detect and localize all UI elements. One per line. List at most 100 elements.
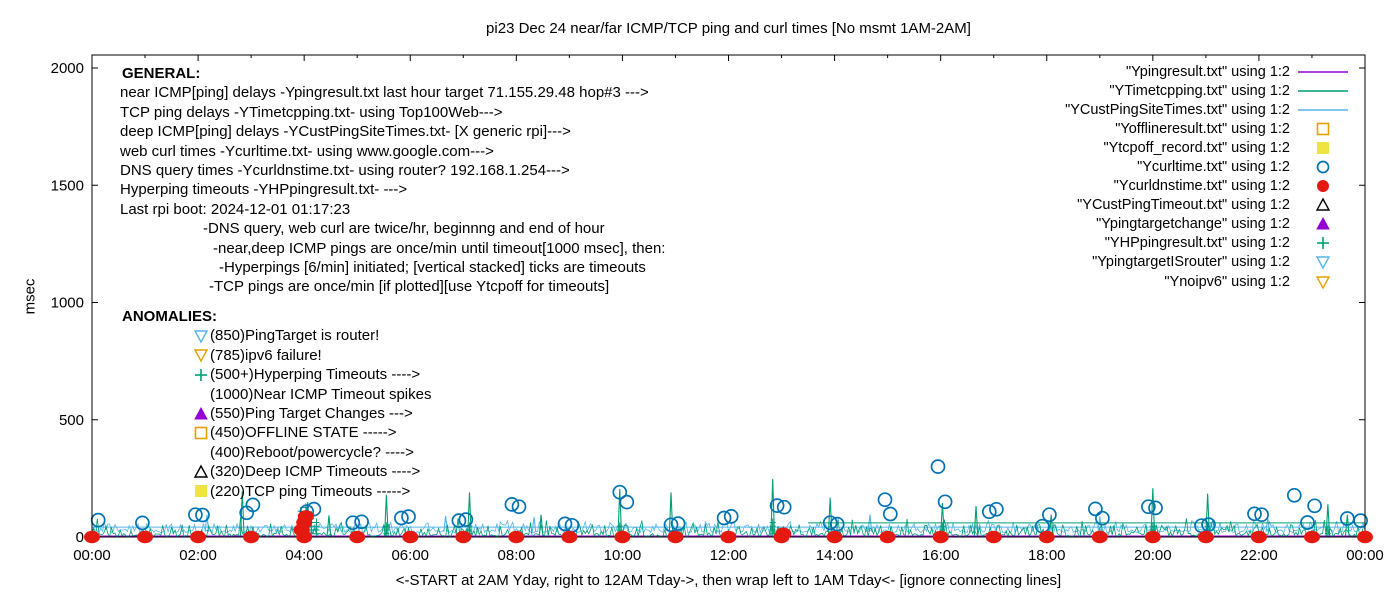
y-tick-label: 0: [76, 529, 84, 546]
anomaly-marker: [193, 328, 210, 344]
series-Ycurldnstime-dots: [84, 510, 1373, 544]
anomaly-marker: [193, 386, 210, 402]
triangle-up-open-icon: [193, 464, 209, 478]
triangle-up-filled-icon: [1316, 217, 1330, 230]
anomaly-marker: [193, 347, 210, 363]
legend-marker: [1294, 254, 1352, 271]
square-filled-icon: [195, 485, 207, 498]
plus-icon: [1317, 237, 1329, 250]
anomaly-text: (850)PingTarget is router!: [210, 327, 380, 345]
y-tick-label: 1000: [51, 295, 84, 312]
legend-label: "Ytcpoff_record.txt" using 1:2: [1103, 139, 1290, 156]
x-tick-label: 00:00: [73, 547, 111, 564]
anomaly-item: (850)PingTarget is router!: [193, 326, 431, 345]
legend-entry: "Yofflineresult.txt" using 1:2: [1065, 119, 1352, 138]
anomaly-item: (450)OFFLINE STATE ----->: [193, 423, 431, 442]
anomaly-text: (220)TCP ping Timeouts ----->: [210, 482, 411, 500]
legend-entry: "YTimetcpping.txt" using 1:2: [1065, 81, 1352, 100]
x-tick-label: 02:00: [179, 547, 217, 564]
x-tick-label: 22:00: [1240, 547, 1278, 564]
circle-open-icon: [1316, 160, 1330, 174]
x-tick-label: 00:00: [1346, 547, 1384, 564]
anomaly-text: (1000)Near ICMP Timeout spikes: [210, 385, 432, 403]
legend-marker: [1294, 159, 1352, 176]
legend-marker: [1294, 197, 1352, 214]
series-Ycurltimetxt: [90, 459, 1368, 534]
anomaly-marker: [193, 444, 210, 460]
general-line: -Hyperpings [6/min] initiated; [vertical…: [219, 259, 646, 277]
anomaly-marker: [193, 464, 210, 480]
y-tick-label: 2000: [51, 60, 84, 77]
anomaly-text: (550)Ping Target Changes --->: [210, 404, 413, 422]
anomaly-marker: [193, 367, 210, 383]
legend-label: "YHPpingresult.txt" using 1:2: [1104, 235, 1290, 252]
general-line: TCP ping delays -YTimetcpping.txt- using…: [120, 103, 503, 121]
legend-label: "Ypingresult.txt" using 1:2: [1126, 63, 1290, 80]
anomaly-marker: [193, 483, 210, 499]
x-tick-label: 16:00: [922, 547, 960, 564]
anomalies-heading: ANOMALIES:: [122, 308, 217, 325]
general-line: -TCP pings are once/min [if plotted][use…: [209, 278, 610, 296]
legend-entry: "YCustPingTimeout.txt" using 1:2: [1065, 196, 1352, 215]
anomalies-notes: ANOMALIES: (850)PingTarget is router! (78…: [122, 307, 431, 501]
legend-marker: [1294, 82, 1352, 99]
general-notes: GENERAL: near ICMP[ping] delays -Ypingre…: [120, 64, 665, 297]
legend-label: "YpingtargetISrouter" using 1:2: [1092, 254, 1290, 271]
x-tick-label: 08:00: [498, 547, 536, 564]
anomaly-marker: [193, 406, 210, 422]
anomaly-text: (400)Reboot/powercycle? ---->: [210, 443, 414, 461]
legend-marker: [1294, 216, 1352, 233]
legend-marker: [1294, 101, 1352, 118]
general-line: Last rpi boot: 2024-12-01 01:17:23: [120, 200, 351, 218]
x-tick-label: 04:00: [285, 547, 323, 564]
x-tick-label: 10:00: [604, 547, 642, 564]
legend-marker: [1294, 235, 1352, 252]
plus-icon: [195, 368, 207, 381]
legend-entry: "YpingtargetISrouter" using 1:2: [1065, 253, 1352, 272]
legend-entry: "YCustPingSiteTimes.txt" using 1:2: [1065, 100, 1352, 119]
triangle-down-open-icon: [193, 349, 209, 363]
line-icon: [1298, 108, 1348, 111]
x-tick-label: 06:00: [391, 547, 429, 564]
legend-label: "Ypingtargetchange" using 1:2: [1096, 216, 1290, 233]
triangle-down-open-icon: [193, 330, 209, 344]
line-icon: [1298, 89, 1348, 92]
general-line: near ICMP[ping] delays -Ypingresult.txt …: [120, 84, 649, 102]
legend-entry: "YHPpingresult.txt" using 1:2: [1065, 234, 1352, 253]
anomaly-marker: [193, 425, 210, 441]
square-open-icon: [194, 426, 208, 440]
anomaly-item: (550)Ping Target Changes --->: [193, 404, 431, 423]
legend-marker: [1294, 139, 1352, 156]
y-tick-label: 1500: [51, 177, 84, 194]
legend-entry: "Ycurldnstime.txt" using 1:2: [1065, 177, 1352, 196]
legend-entry: "Ypingresult.txt" using 1:2: [1065, 62, 1352, 81]
anomaly-text: (500+)Hyperping Timeouts ---->: [210, 366, 421, 384]
anomaly-text: (785)ipv6 failure!: [210, 346, 322, 364]
legend-label: "YTimetcpping.txt" using 1:2: [1109, 82, 1290, 99]
anomaly-text: (450)OFFLINE STATE ----->: [210, 424, 397, 442]
triangle-down-open-icon: [1315, 256, 1331, 270]
legend-marker: [1294, 63, 1352, 80]
anomaly-item: (220)TCP ping Timeouts ----->: [193, 482, 431, 501]
x-tick-label: 20:00: [1134, 547, 1172, 564]
x-tick-label: 14:00: [816, 547, 854, 564]
legend: "Ypingresult.txt" using 1:2 "YTimetcpping…: [1065, 62, 1352, 291]
general-line: web curl times -Ycurltime.txt- using www…: [120, 142, 494, 160]
general-line: -near,deep ICMP pings are once/min until…: [213, 239, 666, 257]
triangle-up-open-icon: [1315, 197, 1331, 211]
legend-entry: "Ycurltime.txt" using 1:2: [1065, 157, 1352, 176]
general-heading: GENERAL:: [122, 65, 201, 82]
anomaly-item: (785)ipv6 failure!: [193, 346, 431, 365]
legend-label: "Ynoipv6" using 1:2: [1164, 273, 1290, 290]
square-filled-icon: [1317, 141, 1329, 154]
x-tick-label: 12:00: [710, 547, 748, 564]
legend-label: "YCustPingTimeout.txt" using 1:2: [1077, 197, 1290, 214]
general-line: deep ICMP[ping] delays -YCustPingSiteTim…: [120, 123, 571, 141]
legend-marker: [1294, 120, 1352, 137]
general-line: -DNS query, web curl are twice/hr, begin…: [203, 220, 605, 238]
general-line: Hyperping timeouts -YHPpingresult.txt- -…: [120, 181, 408, 199]
anomaly-item: (400)Reboot/powercycle? ---->: [193, 443, 431, 462]
triangle-up-filled-icon: [194, 406, 208, 420]
square-open-icon: [1316, 122, 1330, 136]
